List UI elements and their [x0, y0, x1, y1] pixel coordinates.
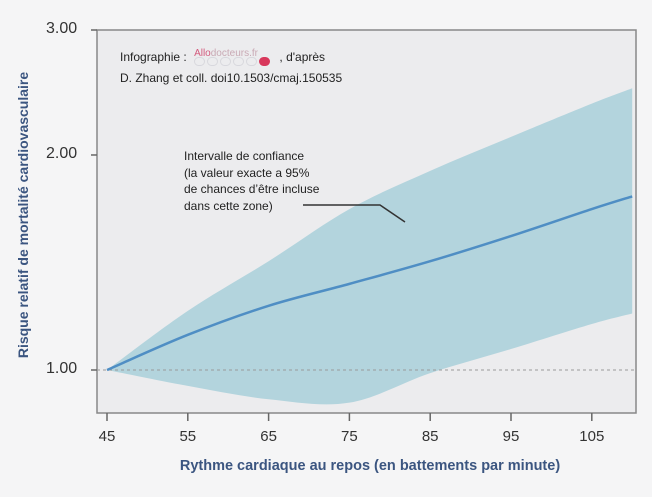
x-tick-label: 55 — [179, 428, 197, 445]
x-tick-label: 95 — [502, 428, 520, 445]
allodocteurs-logo: Allodocteurs.fr — [194, 48, 272, 68]
annotation-pointer — [303, 204, 406, 223]
confidence-interval-annotation: Intervalle de confiance (la valeur exact… — [184, 149, 320, 213]
x-tick-label: 45 — [98, 428, 116, 445]
x-axis-ticks — [106, 413, 593, 421]
x-tick-label: 65 — [260, 428, 277, 445]
credit-block: Infographie : Allodocteurs.fr , d'après … — [120, 47, 342, 88]
credit-line-1: Infographie : Allodocteurs.fr , d'après — [120, 47, 342, 68]
y-tick-label: 2.00 — [46, 144, 78, 162]
x-axis-title: Rythme cardiaque au repos (en battements… — [179, 458, 561, 474]
y-axis-title: Risque relatif de mortalité cardiovascul… — [15, 71, 31, 359]
y-tick-label: 1.00 — [46, 360, 78, 377]
x-tick-label: 85 — [421, 428, 439, 445]
y-tick-label: 3.00 — [46, 20, 78, 37]
relative-risk-line — [106, 195, 633, 372]
x-tick-label: 105 — [579, 428, 605, 445]
confidence-band — [107, 88, 633, 405]
credit-source: D. Zhang et coll. doi10.1503/cmaj.150535 — [120, 70, 343, 85]
y-axis-ticks — [91, 29, 97, 371]
x-tick-label: 75 — [341, 428, 358, 445]
